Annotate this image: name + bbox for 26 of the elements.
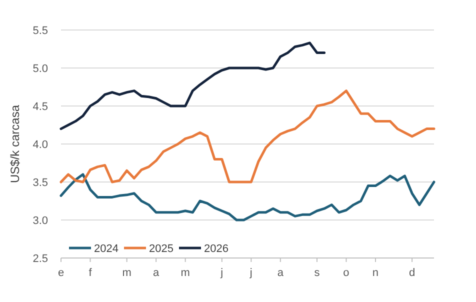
y-tick-label: 4.5 [32, 101, 48, 113]
y-tick-label: 5.0 [32, 63, 48, 75]
y-tick-label: 2.5 [32, 253, 48, 265]
y-tick-label: 5.5 [32, 25, 48, 37]
y-tick-label: 3.5 [32, 177, 48, 189]
x-tick-label: m [180, 267, 190, 279]
line-series [60, 90, 436, 184]
y-axis-title: US$/k carcasa [8, 104, 22, 184]
x-tick-label: m [122, 267, 132, 279]
x-tick-label: o [343, 267, 350, 279]
y-tick-label: 3.0 [32, 215, 48, 227]
x-tick-label: d [408, 267, 416, 279]
x-tick-label: n [372, 267, 379, 279]
x-tick-label: e [58, 267, 64, 279]
x-tick-label: j [220, 267, 224, 279]
x-tick-label: s [314, 267, 320, 279]
x-tick-label: f [88, 267, 93, 279]
legend-label: 2025 [149, 243, 174, 255]
line-series [60, 42, 326, 130]
legend-label: 2026 [204, 243, 228, 255]
y-tick-label: 4.0 [32, 139, 48, 151]
line-series [60, 173, 436, 222]
x-tick-label: j [248, 267, 252, 279]
x-tick-label: a [153, 267, 160, 279]
x-tick-label: a [277, 267, 284, 279]
legend-label: 2024 [94, 243, 118, 255]
